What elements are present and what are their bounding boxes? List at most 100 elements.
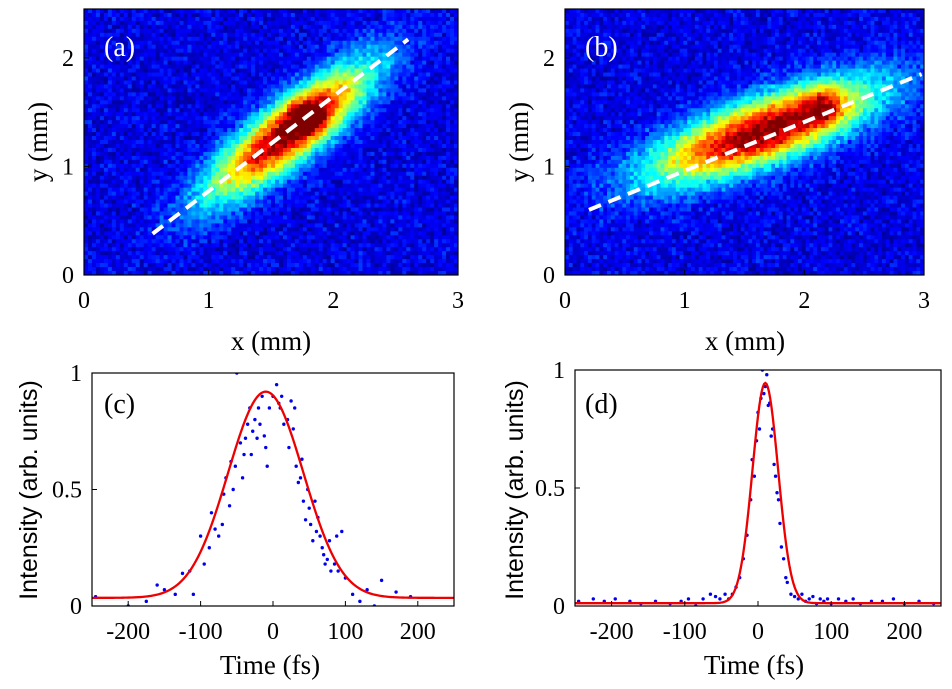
heatmap-cell bbox=[171, 140, 177, 145]
heatmap-cell bbox=[175, 104, 181, 109]
heatmap-cell bbox=[274, 64, 280, 70]
heatmap-cell bbox=[251, 195, 256, 201]
heatmap-cell bbox=[374, 28, 380, 34]
heatmap-cell bbox=[135, 92, 141, 97]
heatmap-cell bbox=[402, 112, 407, 117]
heatmap-cell bbox=[183, 108, 189, 113]
heatmap-cell bbox=[131, 140, 137, 145]
heatmap-cell bbox=[330, 24, 336, 30]
heatmap-cell bbox=[179, 136, 185, 141]
heatmap-cell bbox=[131, 195, 137, 201]
heatmap-cell bbox=[290, 143, 296, 149]
heatmap-cell bbox=[338, 167, 344, 173]
heatmap-cell bbox=[243, 36, 248, 42]
heatmap-cell bbox=[223, 155, 228, 161]
heatmap-cell bbox=[103, 143, 109, 149]
heatmap-cell bbox=[135, 56, 141, 62]
heatmap-cell bbox=[306, 9, 312, 14]
heatmap-cell bbox=[398, 195, 403, 201]
heatmap-cell bbox=[354, 16, 360, 22]
heatmap-cell bbox=[322, 72, 328, 78]
heatmap-cell bbox=[267, 191, 272, 197]
heatmap-cell bbox=[410, 155, 415, 161]
heatmap-cell bbox=[155, 195, 161, 201]
heatmap-cell bbox=[263, 171, 268, 177]
heatmap-cell bbox=[410, 32, 415, 38]
heatmap-cell bbox=[354, 96, 360, 101]
heatmap-cell bbox=[179, 84, 185, 89]
heatmap-cell bbox=[426, 183, 431, 189]
heatmap-cell bbox=[151, 44, 157, 50]
heatmap-cell bbox=[414, 116, 419, 121]
heatmap-cell bbox=[278, 124, 284, 129]
heatmap-cell bbox=[378, 48, 384, 54]
heatmap-cell bbox=[454, 175, 458, 181]
heatmap-cell bbox=[84, 140, 89, 145]
heatmap-cell bbox=[390, 128, 395, 133]
heatmap-cell bbox=[235, 199, 240, 205]
heatmap-cell bbox=[91, 215, 97, 221]
heatmap-cell bbox=[251, 76, 256, 82]
heatmap-cell bbox=[163, 52, 169, 58]
heatmap-cell bbox=[346, 211, 352, 217]
heatmap-cell bbox=[175, 80, 181, 86]
heatmap-cell bbox=[203, 60, 208, 66]
heatmap-cell bbox=[438, 124, 443, 129]
heatmap-cell bbox=[163, 88, 169, 93]
heatmap-cell bbox=[167, 155, 173, 161]
heatmap-cell bbox=[378, 147, 384, 153]
heatmap-cell bbox=[390, 20, 395, 26]
heatmap-cell bbox=[163, 159, 169, 165]
heatmap-cell bbox=[386, 40, 391, 46]
heatmap-cell bbox=[251, 16, 256, 22]
heatmap-cell bbox=[187, 215, 193, 221]
heatmap-cell bbox=[402, 128, 407, 133]
heatmap-cell bbox=[187, 187, 193, 193]
heatmap-cell bbox=[322, 136, 328, 141]
heatmap-cell bbox=[342, 40, 348, 46]
heatmap-cell bbox=[398, 179, 403, 185]
heatmap-cell bbox=[314, 215, 320, 221]
heatmap-cell bbox=[390, 167, 395, 173]
heatmap-cell bbox=[406, 195, 411, 201]
heatmap-cell bbox=[438, 132, 443, 137]
heatmap-cell bbox=[139, 44, 145, 50]
heatmap-cell bbox=[139, 9, 145, 14]
heatmap-cell bbox=[123, 215, 129, 221]
heatmap-cell bbox=[131, 44, 137, 50]
heatmap-cell bbox=[426, 163, 431, 169]
heatmap-cell bbox=[370, 203, 376, 209]
heatmap-cell bbox=[263, 32, 268, 38]
heatmap-cell bbox=[211, 120, 216, 125]
heatmap-cell bbox=[271, 143, 276, 149]
heatmap-cell bbox=[195, 88, 200, 93]
heatmap-cell bbox=[139, 52, 145, 58]
heatmap-cell bbox=[247, 9, 252, 14]
heatmap-cell bbox=[179, 163, 185, 169]
heatmap-cell bbox=[159, 32, 165, 38]
heatmap-cell bbox=[326, 136, 332, 141]
heatmap-cell bbox=[438, 207, 443, 213]
heatmap-cell bbox=[195, 155, 200, 161]
heatmap-cell bbox=[103, 52, 109, 58]
heatmap-cell bbox=[219, 136, 224, 141]
heatmap-cell bbox=[314, 76, 320, 82]
heatmap-cell bbox=[450, 159, 455, 165]
heatmap-cell bbox=[290, 48, 296, 54]
heatmap-cell bbox=[290, 84, 296, 89]
heatmap-cell bbox=[127, 147, 133, 153]
heatmap-cell bbox=[406, 171, 411, 177]
heatmap-cell bbox=[278, 163, 284, 169]
heatmap-cell bbox=[95, 207, 101, 213]
heatmap-cell bbox=[135, 100, 141, 105]
heatmap-cell bbox=[167, 183, 173, 189]
heatmap-cell bbox=[107, 191, 113, 197]
heatmap-cell bbox=[259, 132, 264, 137]
heatmap-cell bbox=[235, 159, 240, 165]
heatmap-cell bbox=[418, 12, 423, 18]
heatmap-cell bbox=[155, 207, 161, 213]
heatmap-cell bbox=[350, 112, 356, 117]
heatmap-cell bbox=[358, 92, 364, 97]
heatmap-cell bbox=[422, 187, 427, 193]
heatmap-cell bbox=[410, 56, 415, 62]
